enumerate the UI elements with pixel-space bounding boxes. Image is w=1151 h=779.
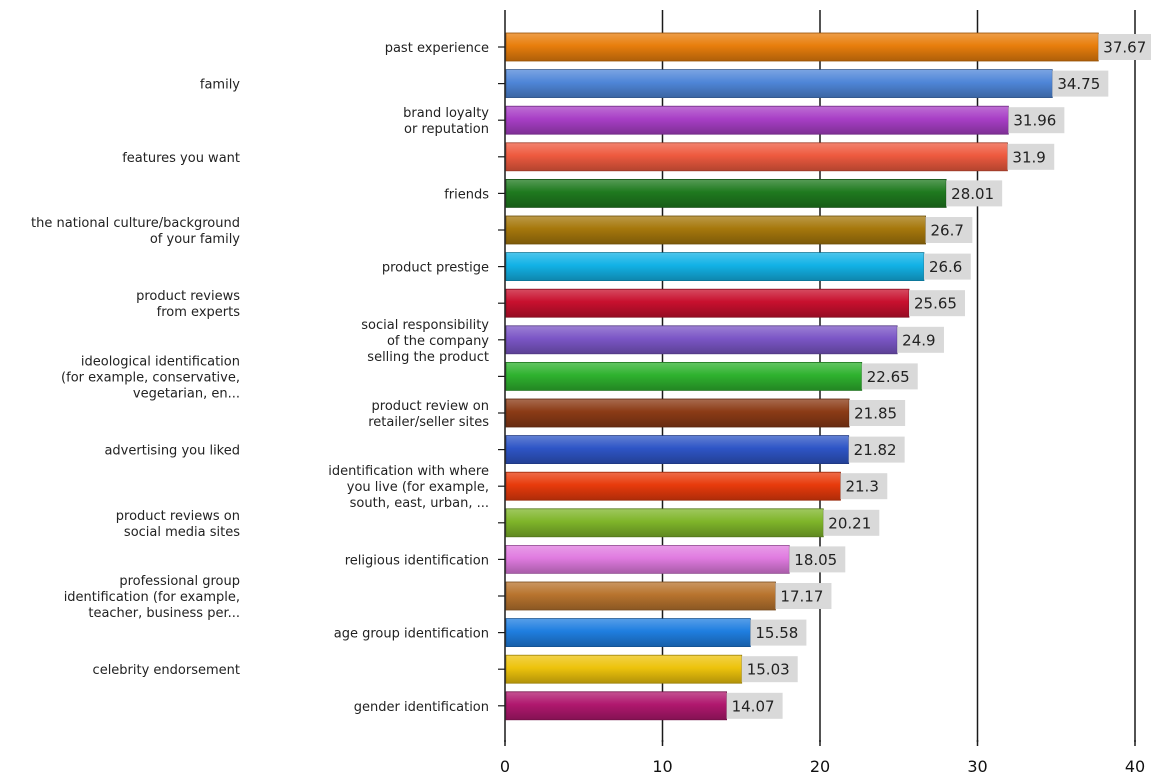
category-label: product reviews from experts <box>136 289 240 320</box>
value-label: 34.75 <box>1057 75 1100 93</box>
x-tick-label: 20 <box>810 757 830 776</box>
value-label: 26.7 <box>931 222 964 240</box>
category-labels: past experience family brand loyalty or rep… <box>31 41 489 715</box>
value-label: 31.9 <box>1012 148 1045 166</box>
axes: 0 10 20 30 40 <box>498 10 1145 776</box>
bar <box>505 691 728 721</box>
x-tick-label: 10 <box>652 757 672 776</box>
category-label: social responsibility of the company selli… <box>361 318 489 365</box>
category-label: religious identification <box>345 553 489 568</box>
category-label: advertising you liked <box>104 444 240 459</box>
bar <box>505 508 824 538</box>
category-label: ideological identification (for example, … <box>61 354 240 401</box>
value-label: 26.6 <box>929 258 962 276</box>
value-label-bg <box>840 473 888 500</box>
category-label: professional group identification (for ex… <box>64 574 240 621</box>
value-label-bg <box>741 656 798 683</box>
value-label-bg <box>1052 70 1109 97</box>
x-tick-label: 0 <box>500 757 510 776</box>
category-label: product prestige <box>382 261 489 276</box>
category-label: past experience <box>385 41 489 56</box>
bar <box>505 215 926 245</box>
value-label-bg <box>923 253 971 280</box>
bar <box>505 69 1053 98</box>
category-label: gender identification <box>354 700 489 715</box>
bar <box>505 361 863 391</box>
bar <box>505 142 1008 172</box>
value-label-bg <box>775 583 832 609</box>
bar <box>505 252 925 282</box>
category-label: family <box>200 78 240 93</box>
value-label-bg <box>861 363 918 390</box>
value-label-bg <box>1007 143 1055 170</box>
value-label: 37.67 <box>1103 39 1146 57</box>
value-label: 21.85 <box>854 405 897 423</box>
value-label: 25.65 <box>914 295 957 313</box>
value-label: 17.17 <box>780 588 823 606</box>
bar <box>505 325 898 355</box>
bar <box>505 178 947 208</box>
value-label: 20.21 <box>828 514 871 532</box>
value-label: 15.03 <box>747 661 790 679</box>
value-label-bg <box>750 619 807 646</box>
bar <box>505 471 841 501</box>
value-label: 28.01 <box>951 185 994 203</box>
value-label: 31.96 <box>1013 112 1056 130</box>
bar <box>505 288 910 318</box>
value-label: 18.05 <box>794 551 837 569</box>
x-tick-label: 30 <box>967 757 987 776</box>
bar <box>505 398 850 428</box>
value-label-bg <box>946 180 1003 207</box>
bar <box>505 545 790 574</box>
value-label-bg <box>897 326 944 353</box>
bar <box>505 435 850 465</box>
value-label-bg <box>1008 107 1065 134</box>
value-label-bg <box>726 692 783 719</box>
value-label-bg <box>848 436 905 463</box>
category-label: celebrity endorsement <box>93 663 240 678</box>
category-label: product reviews on social media sites <box>116 509 240 540</box>
bar <box>505 32 1099 62</box>
value-label-bg <box>908 290 965 317</box>
value-label: 14.07 <box>732 697 775 715</box>
value-label-bg <box>823 509 880 536</box>
category-label: the national culture/background of your f… <box>31 216 240 247</box>
bar <box>505 618 751 647</box>
category-label: features you want <box>122 151 240 166</box>
category-label: friends <box>444 187 489 202</box>
value-label-bg <box>789 546 846 573</box>
value-label: 15.58 <box>755 624 798 642</box>
value-label: 22.65 <box>867 368 910 386</box>
x-tick-label: 40 <box>1125 757 1145 776</box>
value-label-bg <box>1098 34 1151 60</box>
category-label: identification with where you live (for e… <box>328 464 489 511</box>
bar <box>505 654 743 684</box>
bar <box>505 105 1009 135</box>
value-label: 21.3 <box>845 478 878 496</box>
bar <box>505 581 776 611</box>
value-label: 24.9 <box>902 331 935 349</box>
value-label-bg <box>925 217 973 243</box>
category-label: product review on retailer/seller sites <box>368 399 489 430</box>
value-label-bg <box>849 400 906 426</box>
category-label: age group identification <box>334 627 489 642</box>
category-label: brand loyalty or reputation <box>403 106 489 137</box>
value-label: 21.82 <box>854 441 897 459</box>
